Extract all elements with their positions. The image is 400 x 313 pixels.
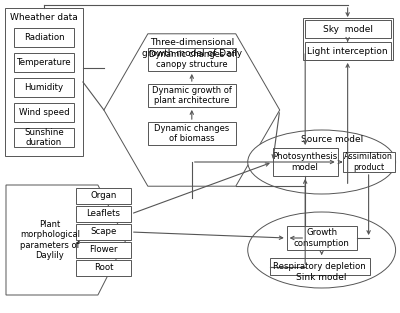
FancyBboxPatch shape [148, 84, 236, 107]
FancyBboxPatch shape [14, 128, 74, 147]
Text: Wheather data: Wheather data [10, 13, 78, 23]
Text: Sunshine
duration: Sunshine duration [24, 128, 64, 147]
Text: Dynamic growth of
plant architecture: Dynamic growth of plant architecture [152, 86, 232, 105]
Polygon shape [104, 34, 280, 186]
Text: Three-dimensional
growth model of Daily: Three-dimensional growth model of Daily [142, 38, 242, 58]
FancyBboxPatch shape [5, 8, 83, 156]
FancyBboxPatch shape [305, 20, 390, 38]
FancyBboxPatch shape [14, 53, 74, 72]
FancyBboxPatch shape [305, 42, 390, 60]
FancyBboxPatch shape [273, 148, 338, 176]
Text: Plant
morphological
parameters of
Daylily: Plant morphological parameters of Daylil… [20, 220, 80, 260]
Text: Organ: Organ [90, 192, 116, 201]
FancyBboxPatch shape [14, 78, 74, 97]
Text: Temperature: Temperature [17, 58, 71, 67]
Text: Sky  model: Sky model [323, 24, 373, 33]
FancyBboxPatch shape [14, 103, 74, 122]
FancyBboxPatch shape [76, 188, 131, 204]
FancyBboxPatch shape [343, 152, 394, 172]
Text: Radiation: Radiation [24, 33, 64, 42]
Text: Humidity: Humidity [24, 83, 64, 92]
FancyBboxPatch shape [76, 224, 131, 240]
FancyBboxPatch shape [76, 242, 131, 258]
Text: Leaflets: Leaflets [86, 209, 120, 218]
Text: Wind speed: Wind speed [19, 108, 69, 117]
Text: Root: Root [94, 264, 113, 273]
FancyBboxPatch shape [270, 258, 370, 275]
Text: Source model: Source model [300, 136, 363, 145]
Ellipse shape [248, 212, 396, 288]
Text: Light interception: Light interception [307, 47, 388, 55]
Text: Sink model: Sink model [296, 274, 347, 283]
Text: Scape: Scape [90, 228, 116, 237]
Text: Respiratory depletion: Respiratory depletion [273, 262, 366, 271]
Text: Dynamic changes
of biomass: Dynamic changes of biomass [154, 124, 230, 143]
FancyBboxPatch shape [148, 122, 236, 145]
Ellipse shape [248, 130, 396, 194]
Text: Dynamic changes of
canopy structure: Dynamic changes of canopy structure [149, 50, 235, 69]
Polygon shape [6, 185, 126, 295]
FancyBboxPatch shape [148, 48, 236, 71]
Text: Flower: Flower [89, 245, 118, 254]
FancyBboxPatch shape [76, 206, 131, 222]
Text: Assimilation
product: Assimilation product [344, 152, 393, 172]
Text: Growth
consumption: Growth consumption [294, 228, 350, 248]
FancyBboxPatch shape [14, 28, 74, 47]
Text: Photosynthesis
model: Photosynthesis model [272, 152, 338, 172]
FancyBboxPatch shape [287, 226, 357, 250]
FancyBboxPatch shape [76, 260, 131, 276]
